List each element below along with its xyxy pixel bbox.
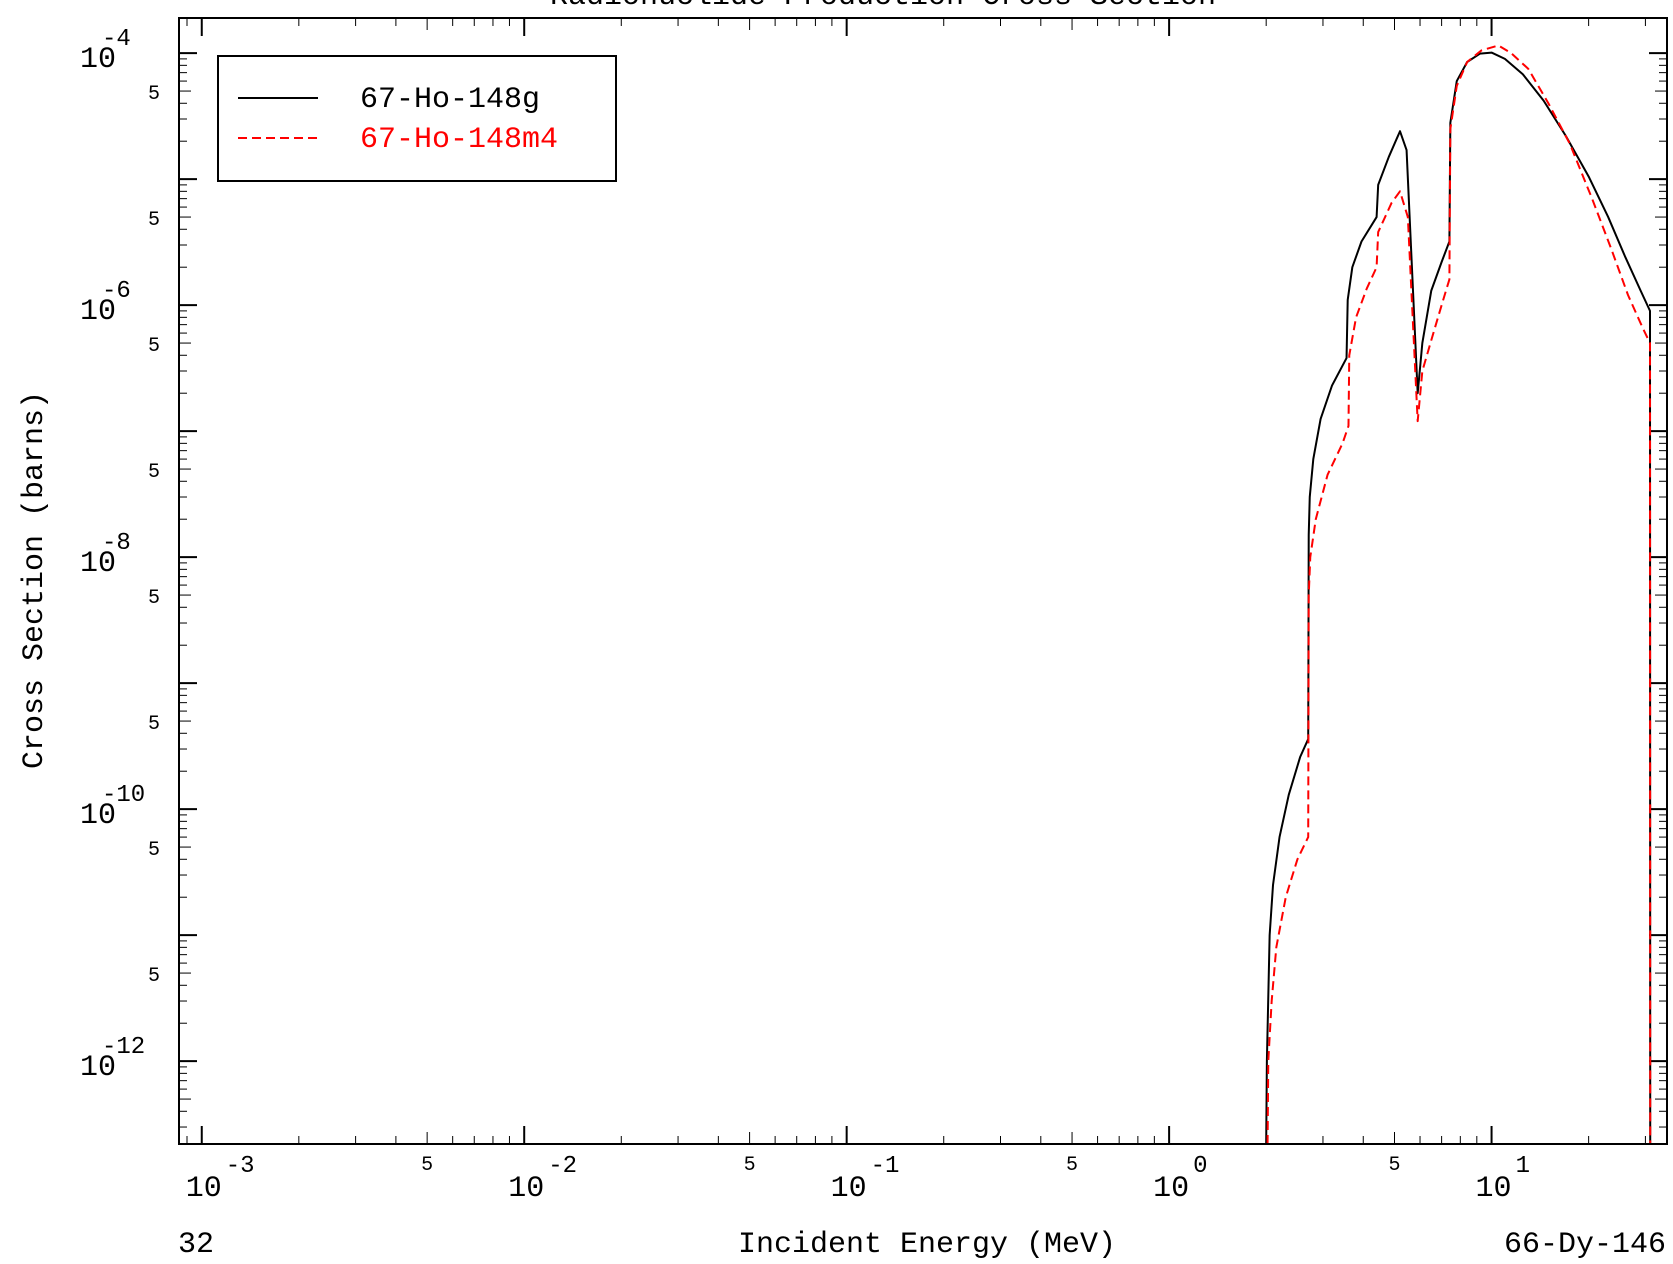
y-minor-tick-label: 5 xyxy=(148,587,160,610)
y-minor-tick-label: 5 xyxy=(148,461,160,484)
x-tick-label: 10 xyxy=(1476,1172,1512,1206)
x-tick-label: 10 xyxy=(508,1172,544,1206)
y-tick-label: 10 xyxy=(80,43,116,77)
legend-label-ho-148g: 67-Ho-148g xyxy=(360,83,540,117)
plot-frame xyxy=(178,17,1668,1145)
x-minor-tick-label: 5 xyxy=(1388,1154,1400,1177)
y-minor-tick-label: 5 xyxy=(148,83,160,106)
footer-right-label: 66-Dy-146 xyxy=(1504,1228,1666,1262)
legend-box xyxy=(217,55,617,182)
series-line-67-ho-148g xyxy=(1265,51,1652,1144)
x-axis-label: Incident Energy (MeV) xyxy=(738,1228,1116,1262)
x-minor-tick-label: 5 xyxy=(744,1154,756,1177)
series-layer xyxy=(1265,44,1652,1144)
y-axis-label: Cross Section (barns) xyxy=(18,391,52,769)
y-minor-tick-label: 5 xyxy=(148,965,160,988)
y-tick-exponent: -10 xyxy=(102,782,145,809)
major-ticks xyxy=(179,18,1667,1144)
y-minor-tick-label: 5 xyxy=(148,713,160,736)
chart-title: Radionuclide Production Cross Section xyxy=(550,0,1216,14)
y-tick-exponent: -6 xyxy=(102,278,131,305)
x-tick-exponent: -2 xyxy=(548,1153,577,1180)
legend: 67-Ho-148g 67-Ho-148m4 xyxy=(217,55,617,182)
footer-left-label: 32 xyxy=(178,1228,214,1262)
x-tick-label: 10 xyxy=(186,1172,222,1206)
x-tick-label: 10 xyxy=(831,1172,867,1206)
series-line-67-ho-148m4 xyxy=(1266,44,1652,1144)
y-tick-exponent: -8 xyxy=(102,530,131,557)
x-tick-exponent: -1 xyxy=(871,1153,900,1180)
x-tick-exponent: -3 xyxy=(226,1153,255,1180)
y-minor-tick-label: 5 xyxy=(148,335,160,358)
legend-label-ho-148m4: 67-Ho-148m4 xyxy=(360,123,558,157)
y-tick-label: 10 xyxy=(80,1051,116,1085)
x-tick-exponent: 0 xyxy=(1193,1153,1207,1180)
y-tick-label: 10 xyxy=(80,295,116,329)
y-tick-label: 10 xyxy=(80,547,116,581)
x-minor-tick-label: 5 xyxy=(1066,1154,1078,1177)
x-tick-exponent: 1 xyxy=(1516,1153,1530,1180)
y-tick-label: 10 xyxy=(80,799,116,833)
y-tick-exponent: -4 xyxy=(102,26,131,53)
x-tick-label: 10 xyxy=(1153,1172,1189,1206)
y-minor-tick-label: 5 xyxy=(148,839,160,862)
y-tick-exponent: -12 xyxy=(102,1034,145,1061)
minor-ticks xyxy=(179,18,1667,1144)
x-minor-tick-label: 5 xyxy=(421,1154,433,1177)
y-minor-tick-label: 5 xyxy=(148,209,160,232)
